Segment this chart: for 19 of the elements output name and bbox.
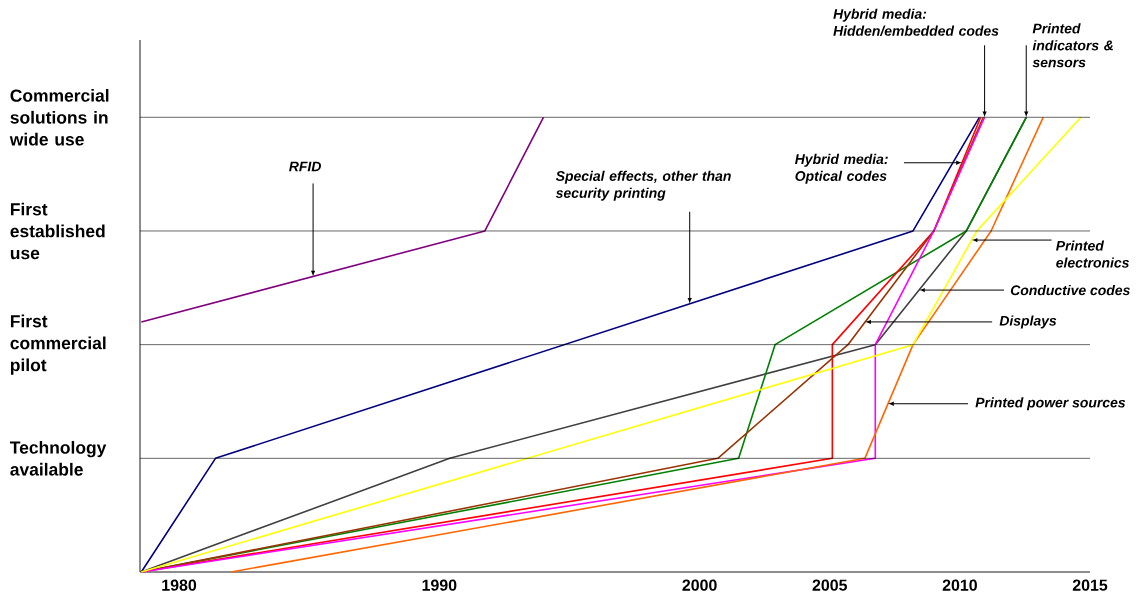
x-tick-label: 2010: [942, 579, 977, 591]
annotation: Printed indicators & sensors: [1032, 23, 1113, 68]
x-tick-label: 2015: [1072, 579, 1108, 591]
ref-line-label: Technology available: [10, 440, 107, 476]
annotation: Hybrid media: Optical codes: [795, 153, 888, 184]
annotation: Special effects, other than security printing: [555, 170, 731, 201]
ref-line-label: First established use: [10, 202, 105, 260]
annotation: Conductive codes: [1010, 284, 1130, 296]
annotation: RFID: [289, 161, 321, 172]
x-tick-label: 2000: [682, 579, 717, 591]
ref-line-label: Commercial solutions in wide use: [9, 88, 109, 146]
annotation: Displays: [999, 315, 1057, 329]
annotation: Hybrid media: Hidden/embedded codes: [833, 8, 999, 36]
x-tick-label: 1990: [422, 579, 457, 591]
x-tick-label: 2005: [812, 579, 848, 591]
annotation: Printed electronics: [1056, 240, 1129, 268]
x-tick-label: 1980: [162, 579, 197, 591]
annotation: Printed power sources: [975, 397, 1126, 411]
ref-line-label: First commercial pilot: [10, 314, 106, 375]
